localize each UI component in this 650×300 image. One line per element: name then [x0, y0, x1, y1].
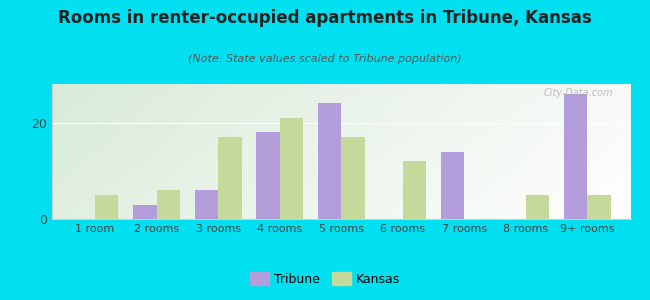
Bar: [256, 132, 280, 219]
Bar: [157, 190, 180, 219]
Bar: [318, 103, 341, 219]
Bar: [341, 137, 365, 219]
Bar: [218, 137, 242, 219]
Bar: [133, 205, 157, 219]
Text: (Note: State values scaled to Tribune population): (Note: State values scaled to Tribune po…: [188, 54, 462, 64]
Bar: [95, 195, 118, 219]
Bar: [195, 190, 218, 219]
Legend: Tribune, Kansas: Tribune, Kansas: [245, 267, 405, 291]
Bar: [526, 195, 549, 219]
Bar: [280, 118, 303, 219]
Text: City-Data.com: City-Data.com: [543, 88, 613, 98]
Bar: [441, 152, 464, 219]
Text: Rooms in renter-occupied apartments in Tribune, Kansas: Rooms in renter-occupied apartments in T…: [58, 9, 592, 27]
Bar: [588, 195, 611, 219]
Bar: [564, 94, 588, 219]
Bar: [403, 161, 426, 219]
